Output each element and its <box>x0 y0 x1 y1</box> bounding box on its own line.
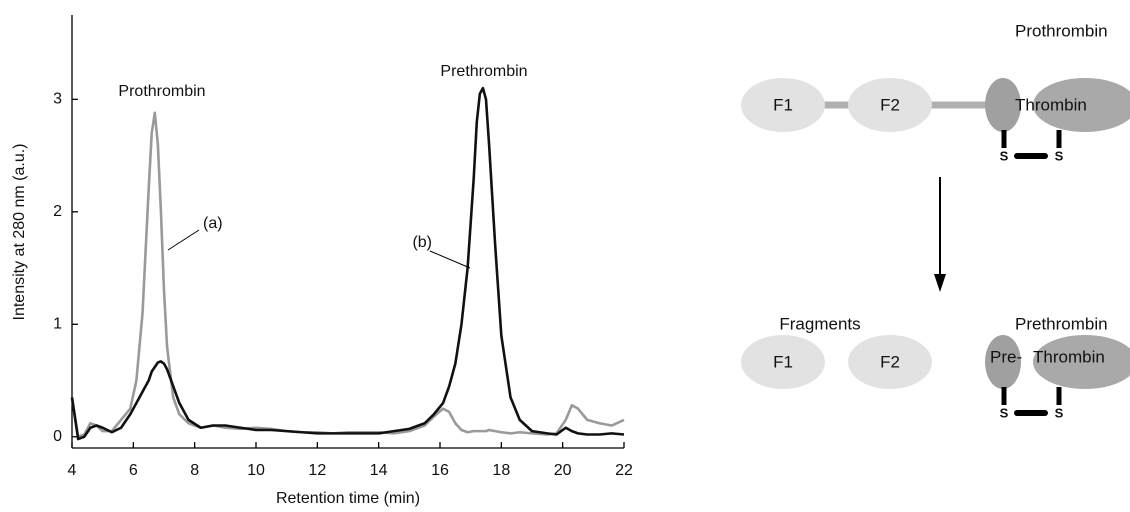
node-label: F1 <box>773 95 793 114</box>
domain <box>1033 78 1130 132</box>
x-tick-label: 8 <box>190 462 199 479</box>
domain <box>1033 335 1130 389</box>
diagram: Prothrombin F1 F2 Thrombin S S Fragments… <box>741 21 1130 420</box>
x-tick-label: 6 <box>129 462 138 479</box>
domain <box>985 335 1021 389</box>
curve-label: (a) <box>203 215 223 232</box>
arrow-head <box>934 274 946 292</box>
series-line <box>70 86 625 441</box>
domain <box>741 335 825 389</box>
domain <box>848 78 932 132</box>
domain <box>848 335 932 389</box>
node-label: Pre- <box>990 347 1022 366</box>
y-axis-label: Intensity at 280 nm (a.u.) <box>11 144 28 321</box>
x-tick-label: 14 <box>370 462 388 479</box>
bond-label: S <box>1055 148 1064 163</box>
y-tick-label: 2 <box>53 203 62 220</box>
domain <box>741 78 825 132</box>
curve-label: (b) <box>412 234 432 251</box>
x-tick-label: 4 <box>68 462 77 479</box>
diagram-label: Prothrombin <box>1015 21 1108 40</box>
y-tick-label: 0 <box>53 428 62 445</box>
peak-label: Prothrombin <box>118 83 205 100</box>
domain <box>985 78 1021 132</box>
x-tick-label: 16 <box>431 462 449 479</box>
leader-line <box>167 229 200 251</box>
group-label: Prethrombin <box>1015 314 1108 333</box>
node-label: Thrombin <box>1015 95 1087 114</box>
leader-line <box>429 250 471 269</box>
x-axis-label: Retention time (min) <box>276 490 420 507</box>
bond-label: S <box>1000 405 1009 420</box>
peak-label: Prethrombin <box>440 63 527 80</box>
bond-label: S <box>1000 148 1009 163</box>
x-tick-label: 20 <box>554 462 572 479</box>
x-tick-label: 22 <box>615 462 633 479</box>
group-label: Fragments <box>779 314 860 333</box>
node-label: Thrombin <box>1033 347 1105 366</box>
node-label: F2 <box>880 95 900 114</box>
chromatogram: Retention time (min) Intensity at 280 nm… <box>11 15 633 507</box>
x-tick-label: 10 <box>247 462 265 479</box>
node-label: F2 <box>880 352 900 371</box>
x-tick-label: 18 <box>492 462 510 479</box>
node-label: F1 <box>773 352 793 371</box>
series-line <box>70 111 625 439</box>
bond-label: S <box>1055 405 1064 420</box>
y-tick-label: 3 <box>53 91 62 108</box>
x-tick-label: 12 <box>308 462 326 479</box>
y-tick-label: 1 <box>53 316 62 333</box>
